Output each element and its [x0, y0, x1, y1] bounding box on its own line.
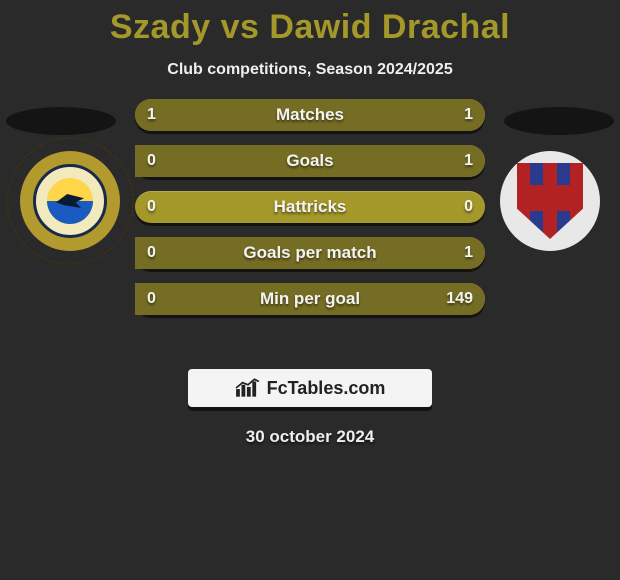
stat-bar: 1 1 Matches	[135, 99, 485, 131]
stat-value-right: 1	[464, 99, 473, 131]
comparison-area: 1 1 Matches 0 1 Goals 0 0 Hattricks 0 1 Goals per m…	[0, 99, 620, 359]
page-title: Szady vs Dawid Drachal	[0, 0, 620, 47]
stat-value-right: 1	[464, 237, 473, 269]
shield-band	[523, 185, 577, 211]
stat-bar: 0 0 Hattricks	[135, 191, 485, 223]
shield-icon	[517, 163, 583, 239]
watermark: FcTables.com	[188, 369, 432, 407]
team-badge-left	[20, 151, 120, 251]
badge-left-center	[47, 178, 93, 224]
stat-bars: 1 1 Matches 0 1 Goals 0 0 Hattricks 0 1 Goals per m…	[135, 99, 485, 329]
stat-value-left: 0	[147, 283, 156, 315]
badge-left-inner	[33, 164, 107, 238]
stat-value-right: 149	[446, 283, 473, 315]
stat-value-right: 1	[464, 145, 473, 177]
stat-bar: 0 1 Goals	[135, 145, 485, 177]
stat-value-left: 0	[147, 191, 156, 223]
stat-value-right: 0	[464, 191, 473, 223]
stat-value-left: 0	[147, 145, 156, 177]
date-text: 30 october 2024	[0, 427, 620, 447]
stat-label: Min per goal	[260, 289, 360, 309]
stat-bar: 0 149 Min per goal	[135, 283, 485, 315]
subtitle: Club competitions, Season 2024/2025	[0, 61, 620, 79]
team-badge-right	[500, 151, 600, 251]
stat-label: Matches	[276, 105, 344, 125]
bird-icon	[56, 194, 84, 208]
player-shadow-right	[504, 107, 614, 135]
stat-label: Goals	[286, 151, 333, 171]
stat-label: Goals per match	[243, 243, 376, 263]
chart-icon	[235, 378, 261, 398]
stat-value-left: 1	[147, 99, 156, 131]
player-shadow-left	[6, 107, 116, 135]
stat-label: Hattricks	[274, 197, 347, 217]
watermark-text: FcTables.com	[267, 378, 386, 399]
stat-bar: 0 1 Goals per match	[135, 237, 485, 269]
stat-value-left: 0	[147, 237, 156, 269]
